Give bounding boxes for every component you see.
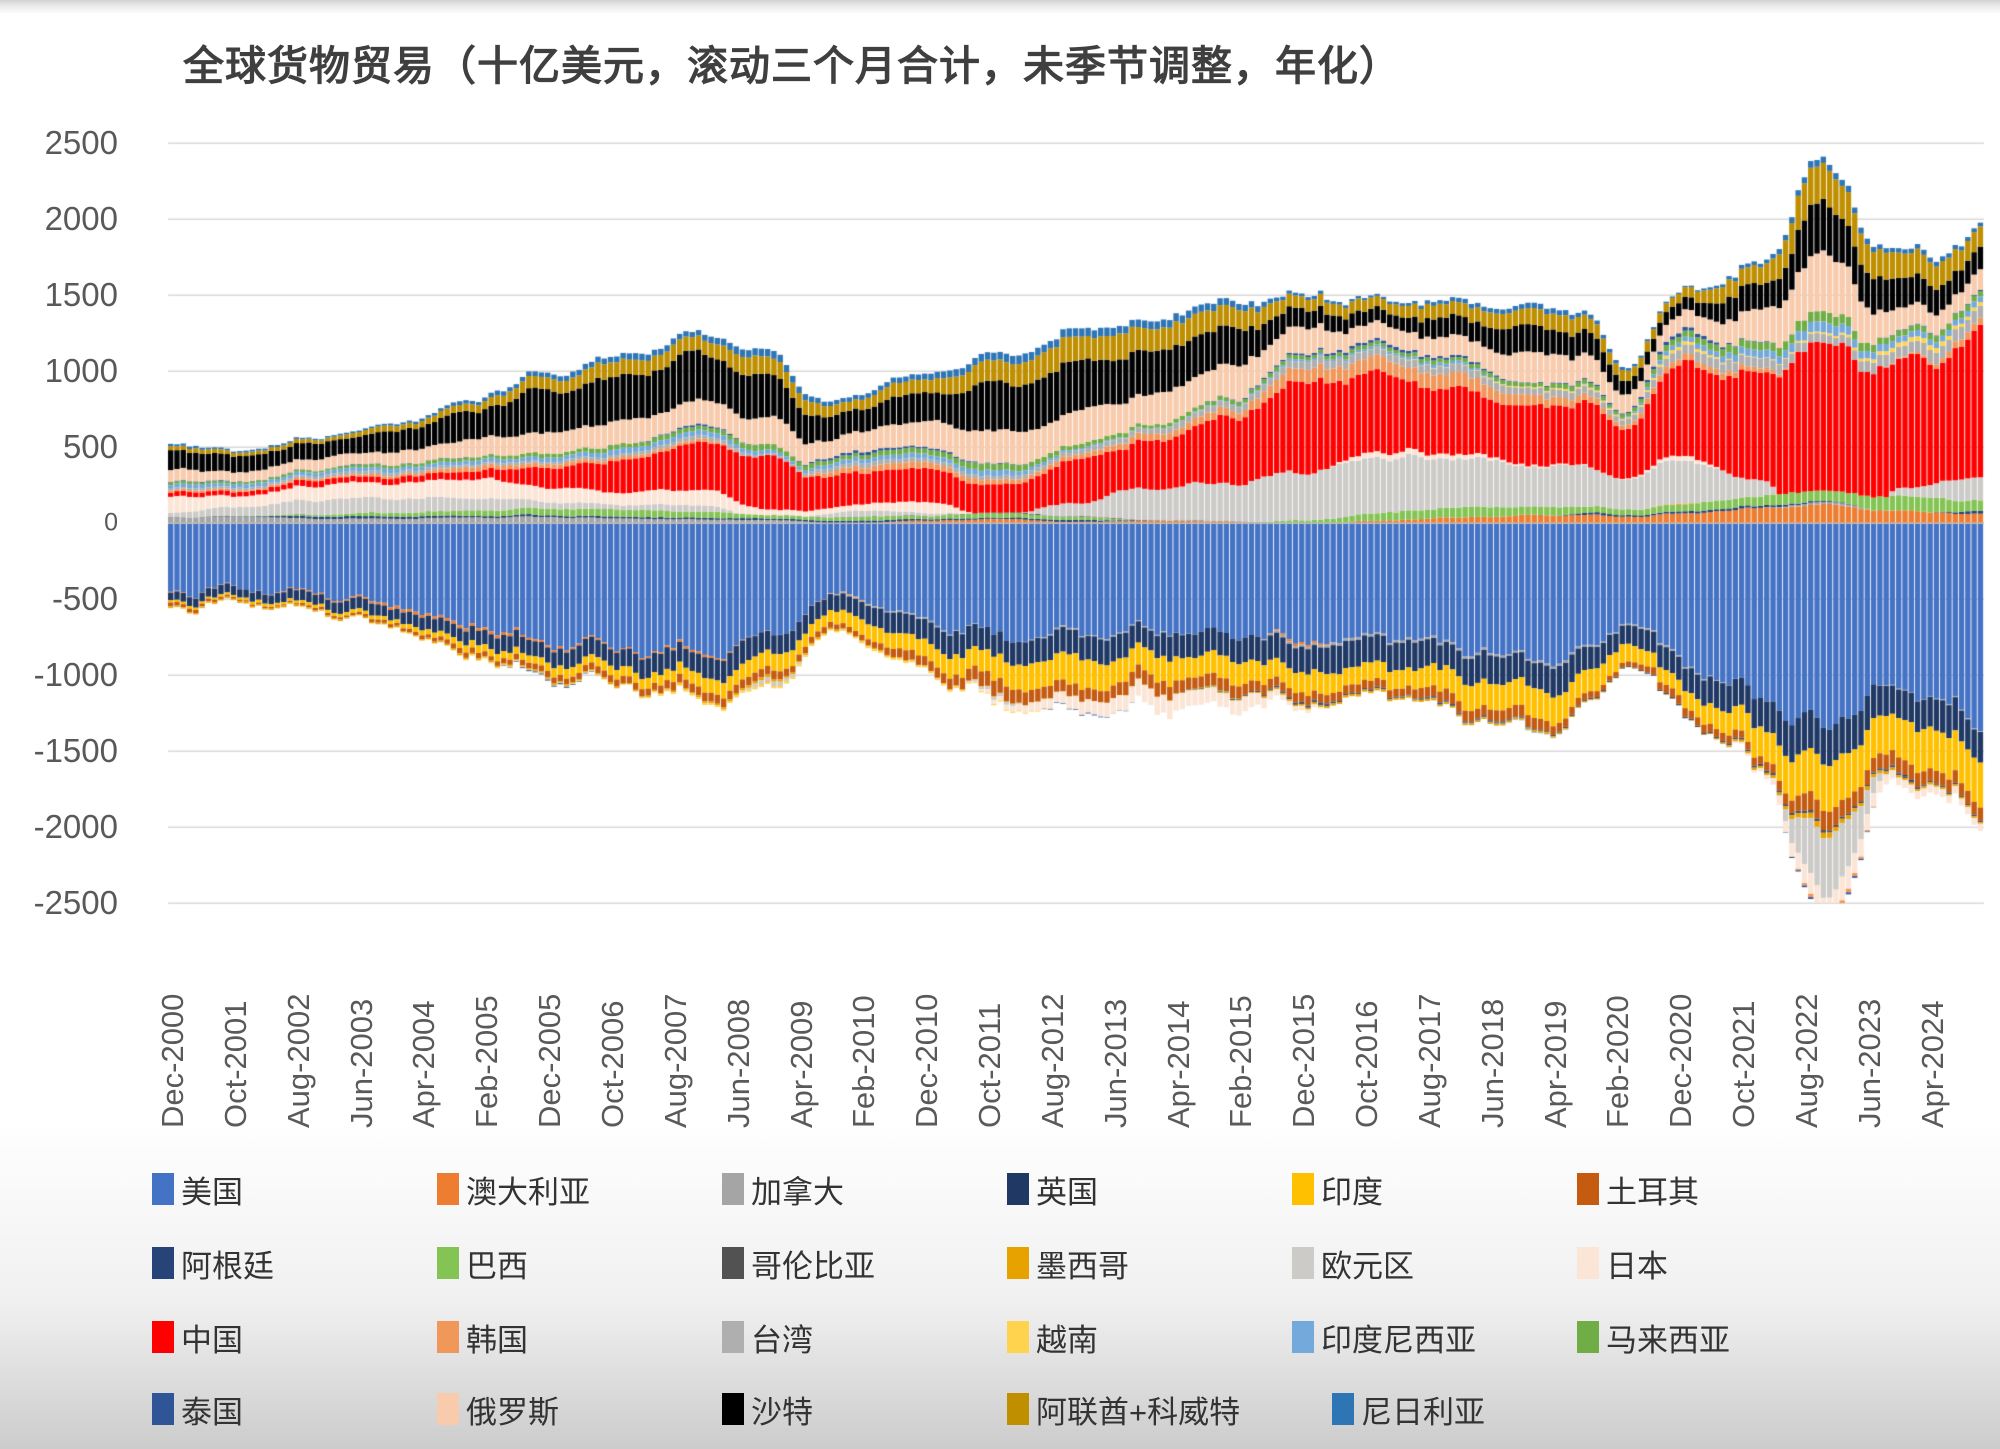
- x-tick-label: Oct-2006: [595, 1000, 630, 1128]
- x-tick-label: Dec-2010: [909, 993, 945, 1128]
- x-tick-label: Aug-2007: [657, 993, 693, 1128]
- x-tick-label: Oct-2016: [1349, 1000, 1385, 1128]
- x-tick-label: Feb-2020: [1600, 995, 1636, 1128]
- x-tick-label: Dec-2020: [1663, 993, 1699, 1128]
- x-tick-label: Dec-2000: [155, 993, 191, 1128]
- x-tick-label: Jun-2013: [1097, 998, 1133, 1128]
- x-tick-label: Jun-2023: [1851, 998, 1887, 1128]
- x-tick-label: Feb-2005: [469, 995, 505, 1128]
- x-tick-label: Apr-2024: [1914, 1000, 1950, 1128]
- x-tick-label: Dec-2005: [532, 993, 568, 1128]
- x-tick-label: Apr-2004: [406, 1000, 442, 1128]
- x-tick-label: Aug-2012: [1034, 993, 1070, 1128]
- x-tick-label: Apr-2019: [1537, 1000, 1573, 1128]
- x-tick-label: Oct-2011: [972, 1002, 1008, 1128]
- y-tick-label: -1000: [33, 656, 118, 693]
- y-tick-label: -1500: [33, 732, 118, 769]
- y-tick-label: 1000: [44, 352, 118, 389]
- x-tick-label: Aug-2002: [280, 993, 316, 1128]
- chart-title: 全球货物贸易（十亿美元，滚动三个月合计，未季节调整，年化）: [183, 43, 1401, 89]
- x-tick-label: Feb-2015: [1223, 995, 1259, 1128]
- y-tick-label: 0: [104, 508, 118, 537]
- x-tick-label: Oct-2001: [217, 1000, 253, 1128]
- y-tick-label: -500: [51, 580, 118, 617]
- y-tick-label: 1500: [44, 276, 118, 313]
- y-tick-label: -2500: [33, 884, 118, 921]
- x-tick-label: Feb-2010: [846, 995, 882, 1128]
- x-tick-label: Aug-2017: [1411, 993, 1447, 1128]
- y-tick-label: -2000: [33, 808, 118, 845]
- x-tick-label: Apr-2009: [783, 1000, 819, 1128]
- y-tick-label: 2500: [44, 124, 118, 161]
- x-tick-label: Jun-2008: [720, 998, 756, 1128]
- x-tick-label: Aug-2022: [1788, 993, 1824, 1128]
- x-tick-label: Oct-2021: [1726, 1000, 1762, 1128]
- x-tick-label: Jun-2018: [1474, 998, 1510, 1128]
- x-tick-label: Apr-2014: [1160, 1000, 1196, 1128]
- y-tick-label: 500: [62, 428, 118, 465]
- y-tick-label: 2000: [44, 200, 118, 237]
- x-tick-label: Jun-2003: [343, 998, 379, 1128]
- bottom-fade-gradient: [0, 1120, 2000, 1449]
- x-tick-label: Dec-2015: [1286, 993, 1322, 1128]
